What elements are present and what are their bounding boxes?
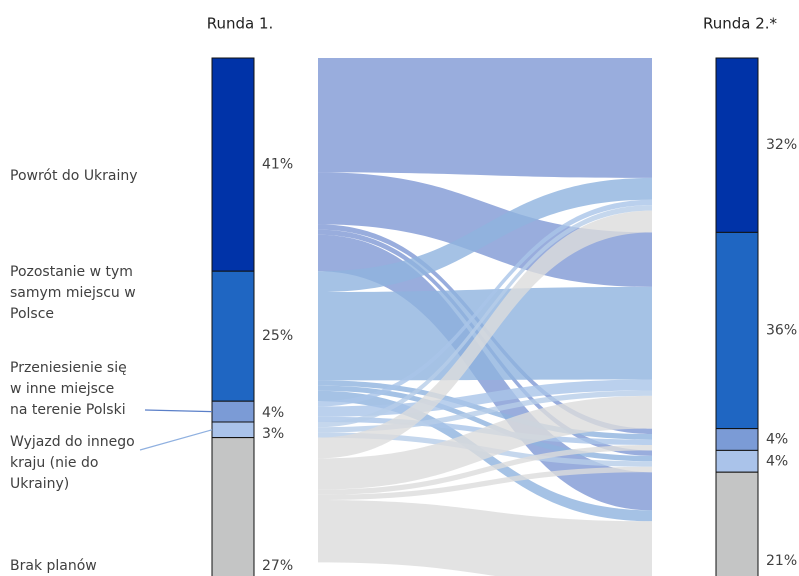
category-label: w inne miejsce xyxy=(10,381,114,397)
value-label: 3% xyxy=(262,426,284,442)
bar-segment xyxy=(715,471,759,576)
bar-segment xyxy=(211,437,255,576)
flow xyxy=(318,205,652,428)
value-label: 4% xyxy=(766,453,788,469)
value-label: 41% xyxy=(262,157,293,173)
flow xyxy=(318,210,652,459)
value-label: 32% xyxy=(766,137,797,153)
bar-segment xyxy=(211,400,255,423)
flow xyxy=(318,58,652,178)
value-label: 25% xyxy=(262,328,293,344)
flow xyxy=(318,385,652,462)
bar-segment xyxy=(211,421,255,439)
category-label: kraju (nie do xyxy=(10,455,98,471)
flow xyxy=(318,390,652,433)
value-label: 36% xyxy=(766,323,797,339)
bar-segment xyxy=(211,57,255,272)
category-label: samym miejscu w xyxy=(10,285,136,301)
flow xyxy=(318,466,652,500)
flow xyxy=(318,177,652,292)
flow xyxy=(318,444,652,495)
category-label: Pozostanie w tym xyxy=(10,264,133,280)
bar-segment xyxy=(715,428,759,451)
category-label: Brak planów xyxy=(10,558,97,574)
bar-segment xyxy=(715,231,759,430)
leader-line xyxy=(144,409,213,413)
flow xyxy=(318,395,652,490)
flow xyxy=(318,199,652,407)
bar-segment xyxy=(715,449,759,473)
value-label: 4% xyxy=(766,432,788,448)
leader-line xyxy=(139,429,213,451)
column-title: Runda 2.* xyxy=(703,15,778,33)
value-label: 4% xyxy=(262,405,284,421)
category-label: Powrót do Ukrainy xyxy=(10,168,138,184)
category-label: Ukrainy) xyxy=(10,476,69,492)
flow xyxy=(318,500,652,576)
bar-segment xyxy=(715,57,759,233)
category-label: Wyjazd do innego xyxy=(10,434,135,450)
flow xyxy=(318,379,652,417)
value-label: 27% xyxy=(262,558,293,574)
category-label: na terenie Polski xyxy=(10,402,126,418)
category-label: Polsce xyxy=(10,306,54,322)
column-title: Runda 1. xyxy=(207,15,274,33)
bar-segment xyxy=(211,270,255,402)
category-label: Przeniesienie się xyxy=(10,360,127,376)
value-label: 21% xyxy=(766,553,797,569)
